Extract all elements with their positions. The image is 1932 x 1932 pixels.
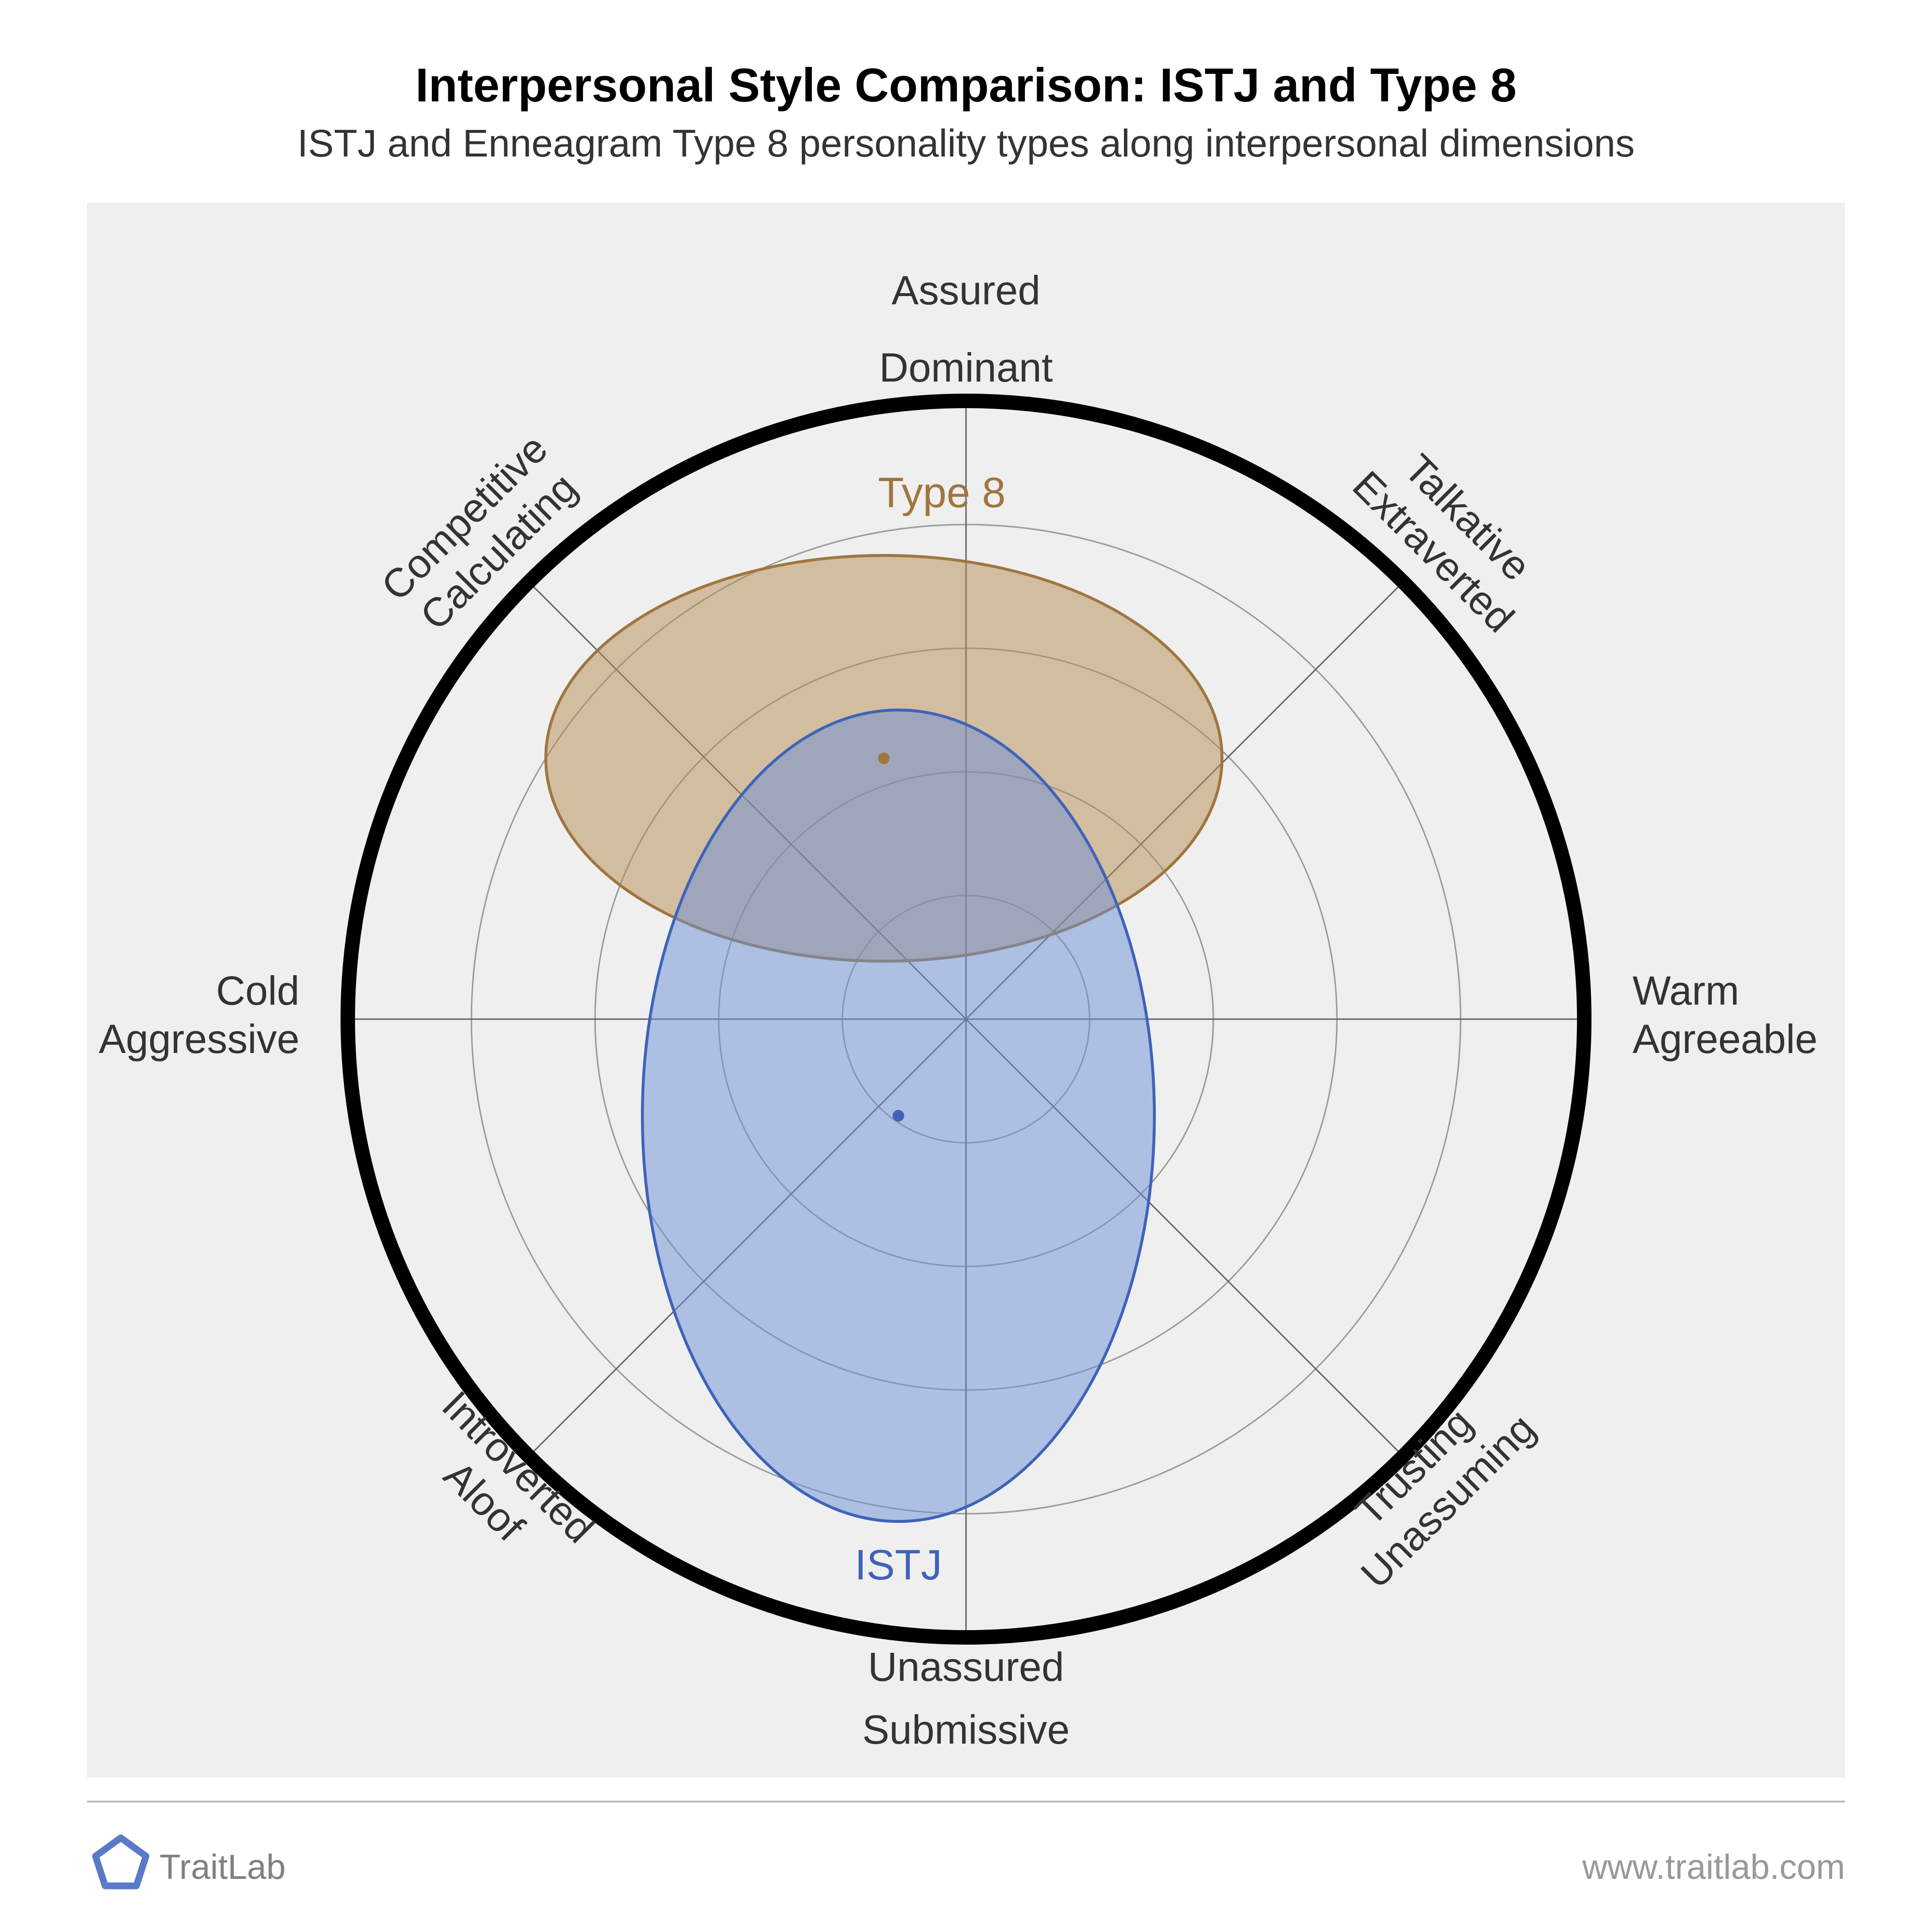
svg-text:Agreeable: Agreeable	[1633, 1016, 1818, 1062]
series-centroid-dot	[893, 1110, 904, 1122]
svg-text:Assured: Assured	[892, 268, 1040, 313]
svg-text:Submissive: Submissive	[862, 1707, 1069, 1752]
svg-text:Aggressive: Aggressive	[99, 1016, 299, 1062]
series-label: ISTJ	[855, 1541, 942, 1589]
traitlab-logo: TraitLab	[96, 1838, 286, 1887]
canvas: Interpersonal Style Comparison: ISTJ and…	[0, 0, 1932, 1932]
footer-url: www.traitlab.com	[1582, 1848, 1845, 1887]
circumplex-chart: Type 8ISTJ AssuredDominantTalkativeExtra…	[0, 0, 1932, 1932]
svg-text:Unassured: Unassured	[868, 1644, 1064, 1690]
logo-text: TraitLab	[159, 1848, 285, 1887]
svg-text:Dominant: Dominant	[879, 345, 1053, 390]
svg-text:Warm: Warm	[1633, 968, 1739, 1013]
series-label: Type 8	[878, 469, 1006, 516]
svg-text:Cold: Cold	[216, 968, 299, 1013]
series-centroid-dot	[878, 753, 890, 764]
pentagon-icon	[96, 1838, 146, 1886]
